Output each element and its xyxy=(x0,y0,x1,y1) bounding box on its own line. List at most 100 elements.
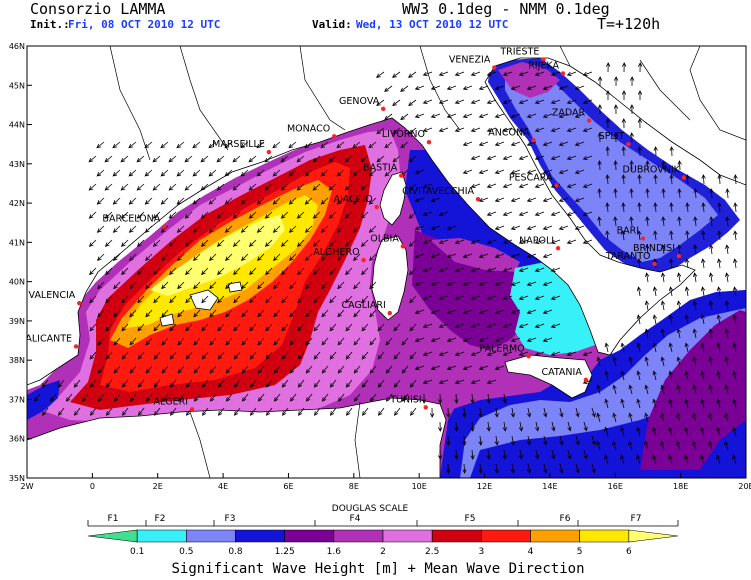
direction-arrow xyxy=(709,413,713,423)
direction-arrow-head xyxy=(692,328,697,334)
direction-arrow-head xyxy=(33,397,39,402)
direction-arrow-head xyxy=(201,326,206,332)
direction-arrow xyxy=(479,197,489,202)
direction-arrow-head xyxy=(725,216,730,221)
direction-arrow xyxy=(330,379,337,388)
direction-arrow-head xyxy=(430,113,436,118)
direction-arrow xyxy=(329,295,337,303)
valid-label: Valid: xyxy=(312,18,352,31)
direction-arrow xyxy=(694,217,697,227)
direction-arrow-head xyxy=(336,172,342,177)
direction-arrow xyxy=(201,351,209,360)
direction-arrow-head xyxy=(582,127,588,132)
direction-arrow xyxy=(463,253,473,258)
direction-arrow xyxy=(479,365,489,370)
lon-tick-label: 18E xyxy=(673,482,688,491)
direction-arrow xyxy=(145,225,153,233)
direction-arrow xyxy=(487,127,497,132)
lat-tick-label: 38N xyxy=(9,356,25,365)
direction-arrow-head xyxy=(478,281,484,286)
direction-arrow-head xyxy=(621,202,626,207)
direction-arrow-head xyxy=(438,455,443,460)
direction-arrow-head xyxy=(661,160,666,165)
direction-arrow xyxy=(479,435,482,445)
direction-arrow-head xyxy=(233,354,239,360)
direction-arrow-head xyxy=(676,412,681,418)
direction-arrow xyxy=(338,365,345,374)
direction-arrow xyxy=(677,301,681,311)
direction-arrow xyxy=(273,309,281,317)
direction-arrow xyxy=(98,393,105,402)
direction-arrow xyxy=(693,301,697,311)
colorbar-level-label: 2 xyxy=(380,547,386,557)
direction-arrow xyxy=(346,407,353,416)
direction-arrow xyxy=(256,169,265,177)
direction-arrow xyxy=(646,245,649,255)
direction-arrow-head xyxy=(328,242,334,247)
direction-arrow xyxy=(104,155,113,163)
direction-arrow xyxy=(241,225,249,233)
direction-arrow-head xyxy=(410,411,415,416)
direction-arrow xyxy=(297,183,305,191)
direction-arrow xyxy=(598,188,601,199)
direction-arrow xyxy=(362,379,369,388)
direction-arrow xyxy=(386,365,393,374)
direction-arrow-head xyxy=(328,157,334,163)
direction-arrow-head xyxy=(105,298,110,304)
direction-arrow xyxy=(471,155,481,160)
direction-arrow-head xyxy=(113,284,118,290)
direction-arrow-head xyxy=(144,172,150,177)
direction-arrow-head xyxy=(534,211,540,216)
direction-arrow xyxy=(289,337,297,346)
direction-arrow xyxy=(153,267,161,275)
direction-arrow xyxy=(583,99,593,104)
direction-arrow xyxy=(503,351,513,356)
direction-arrow xyxy=(710,245,713,255)
direction-arrow xyxy=(622,174,625,185)
lat-tick-label: 40N xyxy=(9,278,25,287)
direction-arrow-head xyxy=(605,118,611,123)
direction-arrow-head xyxy=(121,383,127,388)
city-markers: TRIESTEVENEZIARIJEKAGENOVAZADARMONACOMAR… xyxy=(27,47,687,412)
direction-arrow xyxy=(305,253,313,261)
direction-arrow-head xyxy=(169,326,174,332)
direction-arrow-head xyxy=(313,298,318,304)
direction-arrow-head xyxy=(153,326,158,332)
direction-arrow xyxy=(321,337,329,346)
direction-arrow xyxy=(694,188,697,199)
direction-arrow-head xyxy=(273,256,278,262)
direction-arrow-head xyxy=(470,267,476,272)
direction-arrow-head xyxy=(502,127,508,132)
direction-arrow-head xyxy=(232,186,238,191)
direction-arrow-head xyxy=(716,398,721,404)
direction-arrow-head xyxy=(193,397,199,402)
direction-arrow-head xyxy=(129,312,134,318)
direction-arrow-head xyxy=(494,337,500,342)
direction-arrow-head xyxy=(628,440,633,446)
direction-arrow xyxy=(551,351,561,356)
direction-arrow xyxy=(511,337,521,342)
douglas-force-label: F5 xyxy=(465,514,476,524)
direction-arrow xyxy=(734,259,737,269)
direction-arrow xyxy=(669,427,673,437)
direction-arrow-head xyxy=(369,397,375,402)
direction-arrow-head xyxy=(621,146,626,151)
direction-arrow xyxy=(217,239,225,247)
direction-arrow-head xyxy=(612,384,617,390)
direction-arrow xyxy=(193,337,201,346)
city-marker xyxy=(361,257,366,263)
direction-arrow-head xyxy=(385,340,390,346)
direction-arrow-head xyxy=(591,412,596,418)
direction-arrow-head xyxy=(289,368,295,374)
direction-arrow-head xyxy=(692,356,697,362)
direction-arrow-head xyxy=(494,113,500,118)
direction-arrow-head xyxy=(685,202,690,207)
city-label: RIJEKA xyxy=(528,60,559,71)
direction-arrow xyxy=(369,225,377,233)
direction-arrow xyxy=(225,225,233,233)
direction-arrow xyxy=(559,435,563,445)
direction-arrow-head xyxy=(582,211,588,216)
direction-arrow xyxy=(361,323,369,332)
direction-arrow xyxy=(105,183,113,191)
direction-arrow-head xyxy=(566,155,572,160)
